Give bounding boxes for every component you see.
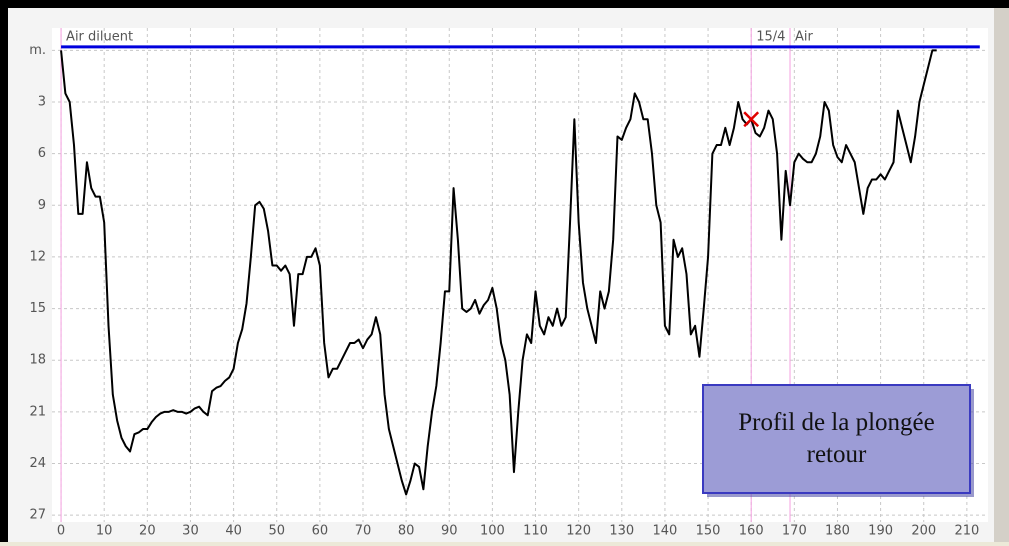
event-label: 15/4 [756, 30, 785, 45]
x-tick-label: 50 [268, 524, 285, 539]
x-tick-label: 30 [182, 524, 199, 539]
x-tick-label: 40 [225, 524, 242, 539]
y-tick-label: 12 [29, 249, 46, 264]
y-tick-label: 3 [38, 95, 46, 110]
event-label: Air [795, 30, 814, 45]
x-tick-label: 210 [954, 524, 979, 539]
frame-top [0, 0, 1009, 8]
x-tick-label: 140 [653, 524, 678, 539]
x-tick-label: 70 [355, 524, 372, 539]
note-box: Profil de la plongée retour [702, 384, 974, 497]
y-tick-label: 9 [38, 198, 46, 213]
y-tick-label: 24 [29, 456, 46, 471]
note-holder: Profil de la plongée retour [738, 408, 935, 469]
y-tick-label: 21 [29, 404, 46, 419]
x-tick-label: 0 [57, 524, 65, 539]
x-tick-label: 110 [523, 524, 548, 539]
x-tick-label: 200 [911, 524, 936, 539]
x-tick-label: 60 [312, 524, 329, 539]
x-tick-label: 160 [739, 524, 764, 539]
x-tick-label: 80 [398, 524, 415, 539]
note-text: Profil de la plongée retour [738, 408, 935, 469]
marks: Air diluent 15/4 Air [60, 28, 980, 522]
x-tick-label: 150 [696, 524, 721, 539]
y-tick-label: 27 [29, 508, 46, 523]
note-frame [702, 384, 971, 494]
series-line [60, 49, 937, 496]
frame-left [0, 0, 8, 542]
x-tick-label: 20 [139, 524, 156, 539]
event-label: Air diluent [66, 30, 133, 45]
y-tick-label: 6 [38, 146, 46, 161]
x-tick-label: 130 [609, 524, 634, 539]
y-tick-label: 18 [29, 353, 46, 368]
x-tick-label: 90 [441, 524, 458, 539]
x-tick-label: 10 [96, 524, 113, 539]
marker-cross [743, 111, 760, 128]
x-tick-label: 120 [566, 524, 591, 539]
x-tick-label: 180 [825, 524, 850, 539]
x-tick-label: 100 [480, 524, 505, 539]
x-tick-label: 190 [868, 524, 893, 539]
side-panel [994, 8, 1009, 542]
y-tick-label: 15 [29, 301, 46, 316]
y-tick-label: m. [29, 43, 46, 58]
x-tick-label: 170 [782, 524, 807, 539]
